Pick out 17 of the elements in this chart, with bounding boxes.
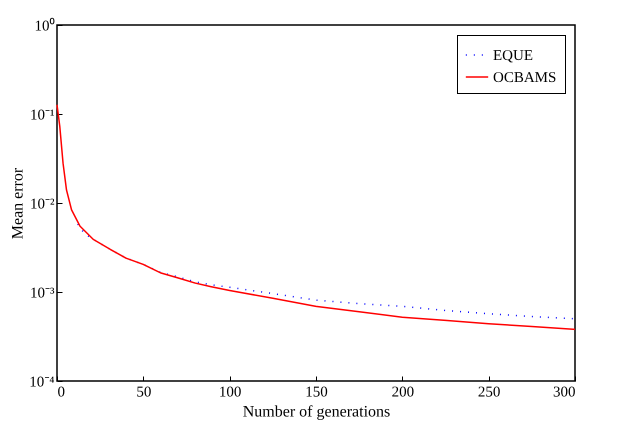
- x-tick-label: 100: [218, 384, 242, 400]
- legend-label: EQUE: [493, 48, 533, 64]
- y-tick-label: 10⁻³: [30, 286, 55, 302]
- y-tick-label: 10⁻²: [30, 196, 55, 212]
- x-tick-label: 300: [553, 384, 576, 400]
- x-tick-label: 200: [392, 384, 414, 400]
- y-axis-title: Mean error: [9, 167, 26, 240]
- legend-label: OCBAMS: [493, 70, 556, 86]
- y-tick-label: 10⁻⁴: [29, 374, 54, 390]
- y-tick-label: 10⁻¹: [30, 108, 54, 124]
- x-axis-title: Number of generations: [242, 404, 390, 420]
- x-tick-label: 250: [478, 384, 500, 400]
- x-tick-label: 50: [136, 384, 152, 400]
- y-tick-label: 10⁰: [34, 18, 54, 34]
- x-tick-label: 150: [305, 384, 328, 400]
- x-tick-label: 0: [58, 384, 65, 400]
- line-series: [56, 104, 576, 330]
